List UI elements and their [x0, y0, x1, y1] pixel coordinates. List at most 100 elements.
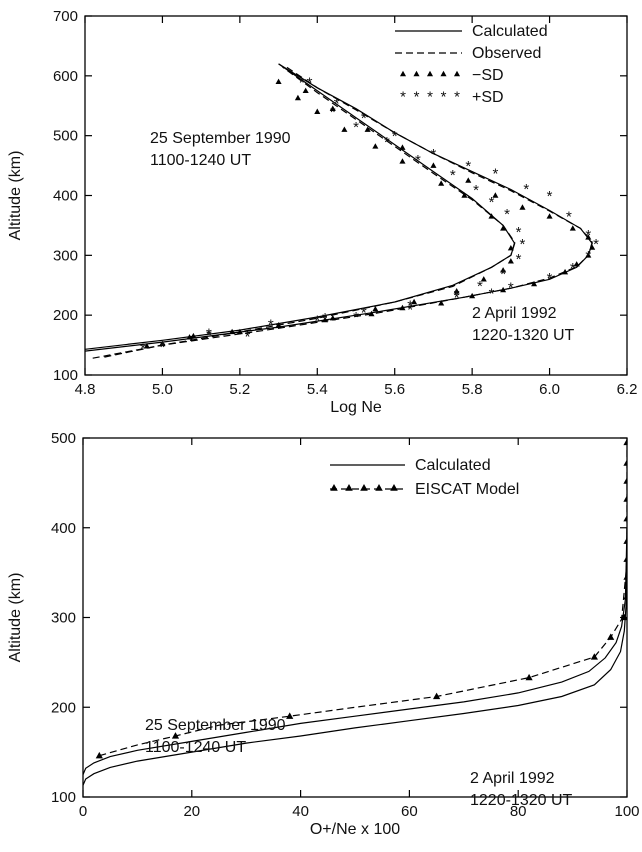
panel-2-eiscat-marker [623, 537, 627, 544]
panel-2-eiscat-marker [623, 477, 627, 484]
panel-1-minus-sd-point [372, 143, 379, 149]
panel-1-x-tick-label: 5.4 [307, 381, 328, 398]
panel-2-legend-entry-2-label: EISCAT Model [415, 481, 519, 498]
panel-2-legend: Calculated EISCAT Model [330, 457, 519, 498]
panel-1-legend-entry-3-marker [440, 70, 447, 77]
panel-2-legend-entry-2-marker [330, 484, 338, 491]
panel-1-minus-sd-point [368, 310, 375, 317]
panel-2-eiscat-marker [432, 692, 441, 700]
panel-2-x-tick-label: 100 [614, 803, 639, 820]
panel-1-minus-sd-point [585, 252, 592, 258]
panel-1-plus-sd-point: * [160, 339, 166, 356]
panel-1-minus-sd-point [438, 300, 445, 306]
panel-1-annotation-1-line-2: 1100-1240 UT [150, 152, 251, 169]
panel-2-x-tick-label: 20 [183, 803, 200, 820]
panel-1-legend-entry-4-marker: * [441, 89, 447, 106]
panel-1-x-tick-label: 5.2 [229, 381, 250, 398]
panel-1-plus-sd-point: * [206, 327, 212, 344]
panel-1-plus-sd-point: * [450, 167, 456, 184]
panel-2-y-tick-label: 100 [51, 789, 76, 806]
panel-1-legend-entry-4-marker: * [400, 89, 406, 106]
panel-1-minus-sd-point [190, 332, 197, 339]
panel-1-plus-sd-point: * [268, 317, 274, 334]
panel-1-plus-sd-point: * [353, 309, 359, 326]
panel-2-eiscat-marker [620, 613, 627, 621]
panel-1-plus-sd-point: * [473, 182, 479, 199]
panel-1-plus-sd-point: * [570, 260, 576, 277]
panel-1-plus-sd-point: * [334, 95, 340, 112]
panel-1-x-tick-label: 6.2 [617, 381, 638, 398]
panel-1-y-tick-label: 600 [53, 68, 78, 85]
panel-2-x-tick-label: 60 [401, 803, 418, 820]
panel-1-legend-entry-2-label: Observed [472, 45, 541, 62]
panel-1-plus-sd-point: * [361, 305, 367, 322]
panel-1-plus-sd-point: * [504, 206, 510, 223]
panel-2-eiscat-marker [171, 732, 180, 739]
panel-2-x-axis-label: O+/Ne x 100 [310, 821, 400, 838]
panel-1-legend-entry-4-label: +SD [472, 89, 504, 106]
panel-1-legend: Calculated Observed −SD * * * * * +SD [395, 23, 548, 106]
panel-1: 4.8 5.0 5.2 5.4 5.6 5.8 6.0 6.2 100 200 300 400 500 6… [7, 8, 637, 416]
panel-1-legend-entry-4-marker: * [414, 89, 420, 106]
panel-1-series-4-dashed-line [104, 66, 593, 358]
panel-1-y-tick-label: 100 [53, 367, 78, 384]
panel-1-plus-sd-point: * [489, 286, 495, 303]
panel-1-minus-sd-point [507, 244, 514, 251]
panel-1-x-tick-label: 4.8 [75, 381, 96, 398]
panel-1-plus-sd-point: * [314, 312, 320, 329]
panel-2-eiscat-marker [623, 459, 627, 466]
panel-1-plus-sd-point: * [206, 326, 212, 343]
panel-1-minus-sd-point [585, 234, 592, 240]
panel-1-x-tick-label: 5.8 [462, 381, 483, 398]
panel-2-legend-entry-2-marker [375, 484, 383, 491]
panel-1-y-tick-label: 500 [53, 128, 78, 145]
panel-2-y-tick-label: 200 [51, 699, 76, 716]
panel-2-eiscat-marker [623, 438, 627, 446]
panel-1-minus-sd-point [372, 305, 379, 312]
panel-1-plus-sd-point: * [547, 188, 553, 205]
panel-2-eiscat-marker [623, 555, 627, 562]
panel-1-plus-sd-point: * [489, 194, 495, 211]
panel-1-y-tick-label: 200 [53, 307, 78, 324]
panel-1-annotation-2-line-1: 2 April 1992 [472, 305, 557, 322]
panel-1-x-tick-label: 5.6 [384, 381, 405, 398]
panel-1-plus-sd-point: * [392, 128, 398, 145]
panel-1-legend-entry-3-marker [399, 70, 407, 77]
panel-2-annotation-1-line-1: 25 September 1990 [145, 717, 286, 734]
panel-1-minus-sd-point [321, 316, 329, 323]
panel-1-plus-sd-point: * [330, 104, 336, 121]
panel-1-minus-sd-point [569, 225, 576, 231]
panel-1-minus-sd-point [453, 288, 460, 294]
panel-1-minus-sd-point [573, 261, 580, 267]
panel-1-minus-sd-point [399, 144, 406, 150]
panel-2-x-tick-label: 40 [292, 803, 309, 820]
panel-1-minus-sd-point [562, 268, 569, 275]
panel-1-plus-sd-point: * [585, 227, 591, 244]
panel-1-y-tick-label: 400 [53, 188, 78, 205]
panel-1-series-1-solid-line [85, 63, 516, 350]
panel-1-legend-entry-1-label: Calculated [472, 23, 548, 40]
panel-2-series-1-solid-line [83, 527, 627, 775]
panel-1-plus-sd-point: * [384, 134, 390, 151]
panel-1-minus-sd-point [507, 258, 514, 264]
panel-1-plus-sd-point: * [140, 341, 146, 358]
panel-1-legend-entry-3-marker [413, 70, 420, 77]
panel-1-y-tick-label: 300 [53, 247, 78, 264]
panel-2-series-2-solid-line [83, 527, 627, 786]
panel-2-eiscat-marker [286, 712, 294, 719]
panel-1-plus-sd-point: * [245, 329, 251, 346]
panel-1-plus-sd-point: * [431, 146, 437, 163]
panel-1-minus-sd-point [364, 126, 371, 132]
panel-2-series-3-dashed-triangle-line [99, 447, 627, 757]
panel-1-plus-sd-point: * [307, 74, 313, 91]
panel-1-minus-sd-point [589, 244, 596, 250]
panel-2-legend-entry-2-marker [345, 484, 353, 491]
panel-1-plot-area: * * * * * * * * * * * * * * * * * * * * * * * * * * * * * * * * * * * * * * * *… [85, 63, 599, 359]
panel-2-y-tick-label: 300 [51, 610, 76, 627]
panel-1-minus-sd-point [329, 314, 336, 321]
panel-1-plus-sd-point: * [407, 302, 413, 319]
panel-1-minus-sd-point [500, 286, 507, 293]
panel-1-plus-sd-point: * [500, 266, 506, 283]
panel-1-minus-sd-point [329, 105, 336, 111]
